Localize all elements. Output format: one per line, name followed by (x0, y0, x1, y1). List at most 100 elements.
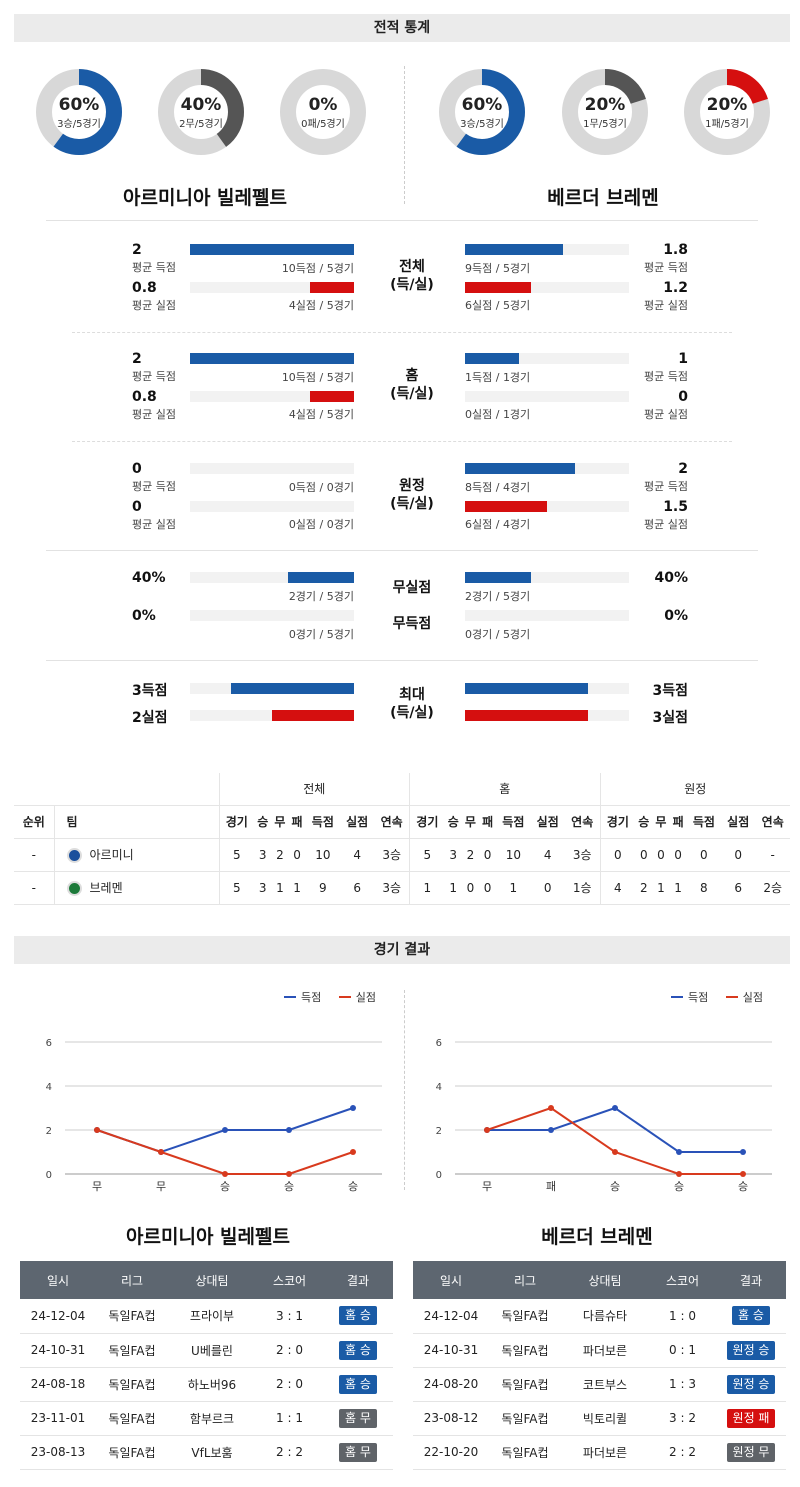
col-header: 경기 (409, 805, 445, 839)
donut-fill (562, 69, 648, 155)
col-header: 일시 (20, 1261, 96, 1299)
result-badge: 홈 승 (732, 1306, 770, 1326)
result-badge: 홈 승 (339, 1306, 377, 1326)
table-row[interactable]: 24-08-18 독일FA컵 하노버96 2 : 0 홈 승 (20, 1367, 393, 1402)
away-against-detail: 6실점 / 4경기 (465, 518, 531, 531)
donut-ring (36, 69, 122, 155)
away-against-detail: 6실점 / 5경기 (465, 299, 531, 312)
stat-cell: 1 (444, 871, 462, 905)
x-tick-label: 승 (220, 1180, 230, 1193)
goals-against-line (486, 1106, 743, 1175)
stat-bar (465, 282, 531, 293)
table-row[interactable]: 24-10-31 독일FA컵 파더보른 0 : 1 원정 승 (413, 1333, 786, 1368)
stat-cell: 1 (496, 871, 531, 905)
result-cell: 홈 승 (323, 1333, 393, 1368)
stat-bar (190, 244, 354, 255)
table-row[interactable]: 24-12-04 독일FA컵 프라이부 3 : 1 홈 승 (20, 1299, 393, 1334)
header-row: 일시 리그 상대팀 스코어 결과 (20, 1261, 393, 1299)
legend-line-against (725, 996, 738, 998)
table-row[interactable]: 23-11-01 독일FA컵 함부르크 1 : 1 홈 무 (20, 1401, 393, 1436)
goals-for-point (222, 1127, 228, 1133)
avg-for-label: 평균 득점 (132, 261, 176, 274)
legend-for: 득점 (688, 991, 709, 1004)
team-cell[interactable]: 브레멘 (53, 871, 219, 905)
stat-bar (465, 710, 588, 721)
away-clean-sheet: 40% (654, 570, 688, 586)
result-cell: 원정 승 (716, 1367, 786, 1402)
donut-ring (158, 69, 244, 155)
rank: - (14, 871, 54, 905)
donut-percent: 0% (308, 95, 338, 115)
x-tick-label: 패 (546, 1180, 556, 1193)
table-row[interactable]: 23-08-12 독일FA컵 빅토리퀼 3 : 2 원정 패 (413, 1401, 786, 1436)
table-row[interactable]: 24-12-04 독일FA컵 다름슈타 1 : 0 홈 승 (413, 1299, 786, 1334)
y-tick-label: 0 (436, 1170, 442, 1181)
away-for-detail: 8득점 / 4경기 (465, 481, 531, 494)
table-row[interactable]: 22-10-20 독일FA컵 파더보른 2 : 2 원정 무 (413, 1435, 786, 1470)
col-header: 연속 (755, 805, 790, 839)
date-cell: 24-12-04 (20, 1299, 96, 1334)
category-sublabel: (득/실) (390, 277, 434, 293)
col-header: 무 (652, 805, 670, 839)
away-against-detail: 0실점 / 1경기 (465, 408, 531, 421)
stat-cell: 0 (721, 838, 756, 872)
col-header: 상대팀 (168, 1261, 256, 1299)
divider (404, 66, 405, 204)
stat-cell: 0 (686, 838, 722, 872)
result-cell: 홈 무 (323, 1435, 393, 1470)
col-header: 경기 (599, 805, 636, 839)
table-row[interactable]: 23-08-13 독일FA컵 VfL보훔 2 : 2 홈 무 (20, 1435, 393, 1470)
result-badge: 홈 승 (339, 1374, 377, 1394)
col-header: 패 (669, 805, 687, 839)
team-name: 아르미니 (89, 848, 134, 862)
record-donut: 60% 3승/5경기 (438, 68, 526, 156)
home-team-title: 아르미니아 빌레펠트 (123, 187, 287, 209)
opp-cell: 파더보른 (561, 1435, 649, 1470)
score-cell: 0 : 1 (649, 1333, 716, 1368)
home-against-detail: 0실점 / 0경기 (288, 518, 354, 531)
result-cell: 홈 승 (716, 1299, 786, 1334)
away-max-against: 3실점 (652, 710, 688, 726)
donut-percent: 20% (706, 95, 748, 115)
col-header: 승 (444, 805, 462, 839)
score-cell: 2 : 0 (256, 1333, 323, 1368)
stat-bar (309, 282, 354, 293)
opp-cell: 다름슈타 (561, 1299, 649, 1334)
away-team-title: 베르더 브레멘 (547, 187, 659, 209)
team-cell[interactable]: 아르미니 (53, 838, 219, 872)
score-cell: 1 : 0 (649, 1299, 716, 1334)
table-row[interactable]: 24-08-20 독일FA컵 코트부스 1 : 3 원정 승 (413, 1367, 786, 1402)
opp-cell: U베를린 (168, 1333, 256, 1368)
home-max-for: 3득점 (132, 683, 168, 699)
x-tick-label: 승 (738, 1180, 748, 1193)
col-header: 연속 (374, 805, 410, 839)
home-against-detail: 4실점 / 5경기 (288, 408, 354, 421)
away-form-chart: 0 2 4 6 무 패 승 승 승 (436, 1038, 772, 1193)
opp-cell: 함부르크 (168, 1401, 256, 1436)
stat-bar (465, 683, 588, 694)
table-row[interactable]: 24-10-31 독일FA컵 U베를린 2 : 0 홈 승 (20, 1333, 393, 1368)
home-clean-detail: 2경기 / 5경기 (288, 590, 354, 603)
stat-cell: - (755, 838, 790, 872)
league-cell: 독일FA컵 (489, 1367, 561, 1402)
away-avg-against: 1.5 (663, 499, 688, 515)
date-cell: 22-10-20 (413, 1435, 489, 1470)
stats-section-header: 전적 통계 (14, 14, 790, 42)
stat-bar (231, 683, 354, 694)
away-no-score: 0% (664, 608, 688, 624)
avg-against-label: 평균 실점 (132, 408, 176, 421)
stat-cell: 1 (652, 871, 670, 905)
legend-line-against (338, 996, 351, 998)
league-cell: 독일FA컵 (489, 1401, 561, 1436)
y-tick-label: 6 (46, 1038, 52, 1049)
opp-cell: VfL보훔 (168, 1435, 256, 1470)
table-row: - 아르미니 5 3 2 0 10 4 3승 5 3 2 0 10 4 3승 0 0 0 0 0 0- (14, 838, 790, 872)
donut-ring (439, 69, 525, 155)
bar-track (190, 501, 354, 512)
result-cell: 원정 패 (716, 1401, 786, 1436)
home-avg-for: 2 (132, 351, 142, 367)
stat-bar (272, 710, 354, 721)
avg-against-label: 평균 실점 (644, 518, 688, 531)
score-cell: 3 : 1 (256, 1299, 323, 1334)
table-row: - 브레멘 5 3 1 1 9 6 3승 1 1 0 0 1 0 1승 4 2 1 1 8 6 2승 (14, 871, 790, 905)
